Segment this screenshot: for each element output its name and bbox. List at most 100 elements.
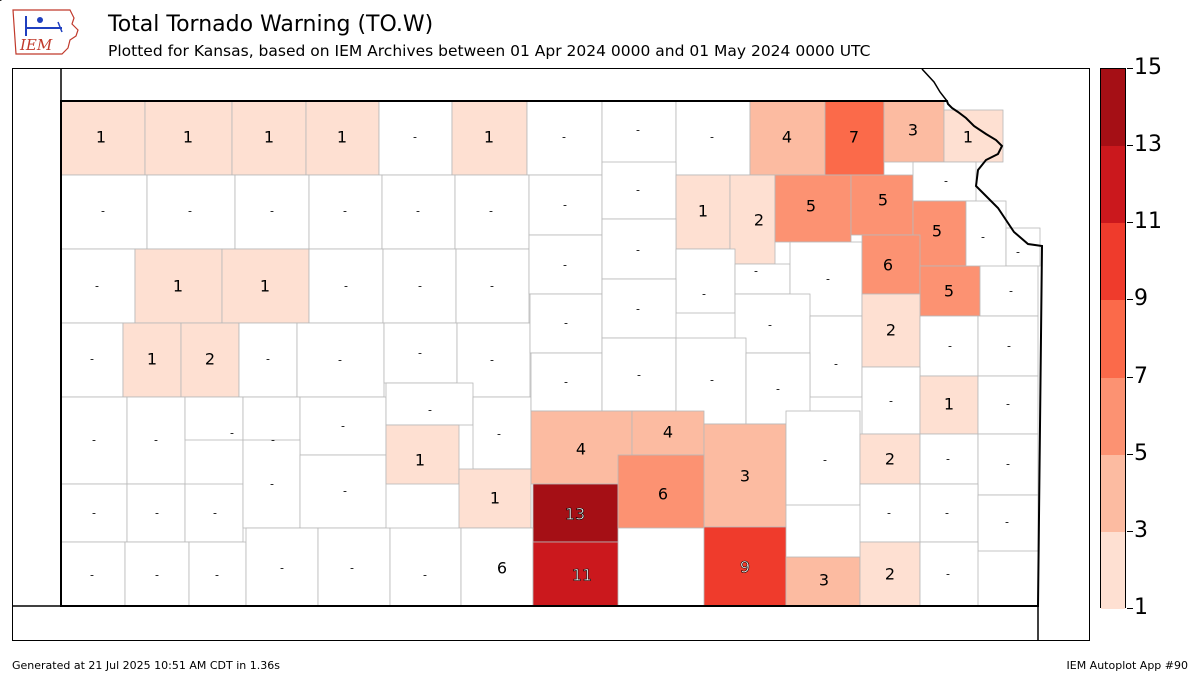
county-value-franklin: - xyxy=(948,340,952,353)
county-value-marshall: 4 xyxy=(782,128,792,147)
county-value-sherman: - xyxy=(101,205,105,218)
legend-bin xyxy=(1101,531,1125,609)
county-value-reno: - xyxy=(343,485,347,498)
county-clay xyxy=(675,174,731,250)
county-value-pratt: - xyxy=(270,478,274,491)
county-value-ford: - xyxy=(92,507,96,520)
county-cloud xyxy=(601,161,677,220)
county-value-phillips: - xyxy=(413,131,417,144)
county-value-graham: - xyxy=(343,205,347,218)
county-phillips xyxy=(378,100,453,176)
county-layer xyxy=(60,100,1041,607)
legend-tick xyxy=(1127,608,1133,609)
legend-tick-label: 3 xyxy=(1134,517,1148,543)
county-value-wyandotte: - xyxy=(1016,246,1020,259)
county-mitchell xyxy=(528,174,603,236)
county-stafford xyxy=(385,382,474,426)
county-value-haskell: - xyxy=(90,569,94,582)
county-haskell xyxy=(60,541,126,607)
legend-colorbar xyxy=(1100,68,1126,609)
county-bourbon xyxy=(859,433,921,485)
county-value-jefferson: 5 xyxy=(932,222,942,241)
county-logan xyxy=(134,248,223,324)
legend-tick xyxy=(1127,222,1133,224)
county-wyandotte xyxy=(1005,227,1041,267)
county-value-sumner: 11 xyxy=(572,566,592,585)
county-allen xyxy=(785,410,861,506)
county-value-marion: - xyxy=(637,369,641,382)
county-value-greeley: - xyxy=(90,353,94,366)
county-value-osborne: - xyxy=(489,205,493,218)
county-clark xyxy=(124,541,190,607)
county-value-pottawatomie: 5 xyxy=(806,197,816,216)
county-scott xyxy=(180,322,240,398)
county-value-russell: - xyxy=(490,280,494,293)
county-value-kiowa: - xyxy=(213,507,217,520)
county-rooks xyxy=(381,174,456,250)
county-value-thomas: - xyxy=(188,205,192,218)
county-value-harvey: 1 xyxy=(415,451,425,470)
neighbor-border-northeast xyxy=(921,68,948,102)
county-grant xyxy=(977,433,1039,496)
county-value-rooks: - xyxy=(416,205,420,218)
county-value-doniphan: 1 xyxy=(963,128,973,147)
county-greeley xyxy=(60,322,124,398)
county-washington xyxy=(675,100,751,176)
county-value-clark: - xyxy=(155,569,159,582)
legend-tick-label: 9 xyxy=(1134,286,1148,312)
legend-tick xyxy=(1127,299,1133,301)
county-labette xyxy=(859,541,921,607)
county-wilson xyxy=(617,454,705,529)
county-hamilton xyxy=(60,396,128,485)
county-ford xyxy=(60,483,128,543)
county-value-jewell: - xyxy=(562,131,566,144)
county-miami xyxy=(977,315,1039,377)
county-value-crawford: - xyxy=(945,507,949,520)
county-value-mcpherson: - xyxy=(564,376,568,389)
legend-tick-label: 11 xyxy=(1134,209,1162,235)
legend-tick xyxy=(1127,453,1133,455)
legend-tick-label: 13 xyxy=(1134,132,1162,158)
county-value-cloud: - xyxy=(636,184,640,197)
legend-bin xyxy=(1101,146,1125,224)
legend-bin xyxy=(1101,454,1125,532)
county-value-decatur: 1 xyxy=(264,128,274,147)
county-kiowa xyxy=(184,483,244,543)
county-value-montgomery: 3 xyxy=(819,571,829,590)
county-value-wabaunsee: - xyxy=(826,273,830,286)
county-value-republic: - xyxy=(636,124,640,137)
generated-timestamp: Generated at 21 Jul 2025 10:51 AM CDT in… xyxy=(12,659,280,672)
state-border xyxy=(60,100,1044,607)
county-sherman xyxy=(60,174,148,250)
county-value-woodson: 3 xyxy=(740,467,750,486)
county-value-hamilton: - xyxy=(92,434,96,447)
legend-tick xyxy=(1127,145,1133,147)
county-value-meade: - xyxy=(0,0,2,7)
county-value-cheyenne: 1 xyxy=(96,128,106,147)
legend-tick-label: 1 xyxy=(1134,595,1148,620)
county-value-rawlins: 1 xyxy=(183,128,193,147)
legend-tick xyxy=(1127,68,1133,69)
county-value-lyon: - xyxy=(834,358,838,371)
county-value-trego: - xyxy=(344,280,348,293)
county-kearny xyxy=(126,396,186,485)
county-sedgwick xyxy=(458,468,532,529)
county-value-riley: 2 xyxy=(754,211,764,230)
county-morton xyxy=(977,494,1039,552)
county-gove xyxy=(221,248,310,324)
label-layer: 1 1 1 1-1 --- 4 7 3 1- - - - - - --1 25 5-5 --- 1 1- - ------… xyxy=(0,0,1020,590)
county-stanton xyxy=(919,433,979,485)
county-value-anderson: - xyxy=(889,395,893,408)
county-value-atchison: - xyxy=(944,175,948,188)
county-value-sheridan: - xyxy=(270,205,274,218)
county-value-osage: 2 xyxy=(886,321,896,340)
county-sheridan xyxy=(234,174,310,250)
county-thomas xyxy=(146,174,236,250)
page-title: Total Tornado Warning (TO.W) xyxy=(108,12,434,37)
county-riley xyxy=(729,174,776,265)
county-value-edwards: - xyxy=(155,507,159,520)
county-value-allen: - xyxy=(823,454,827,467)
county-value-greenwood: 4 xyxy=(663,423,673,442)
county-rush xyxy=(383,322,458,384)
county-wichita xyxy=(122,322,182,398)
